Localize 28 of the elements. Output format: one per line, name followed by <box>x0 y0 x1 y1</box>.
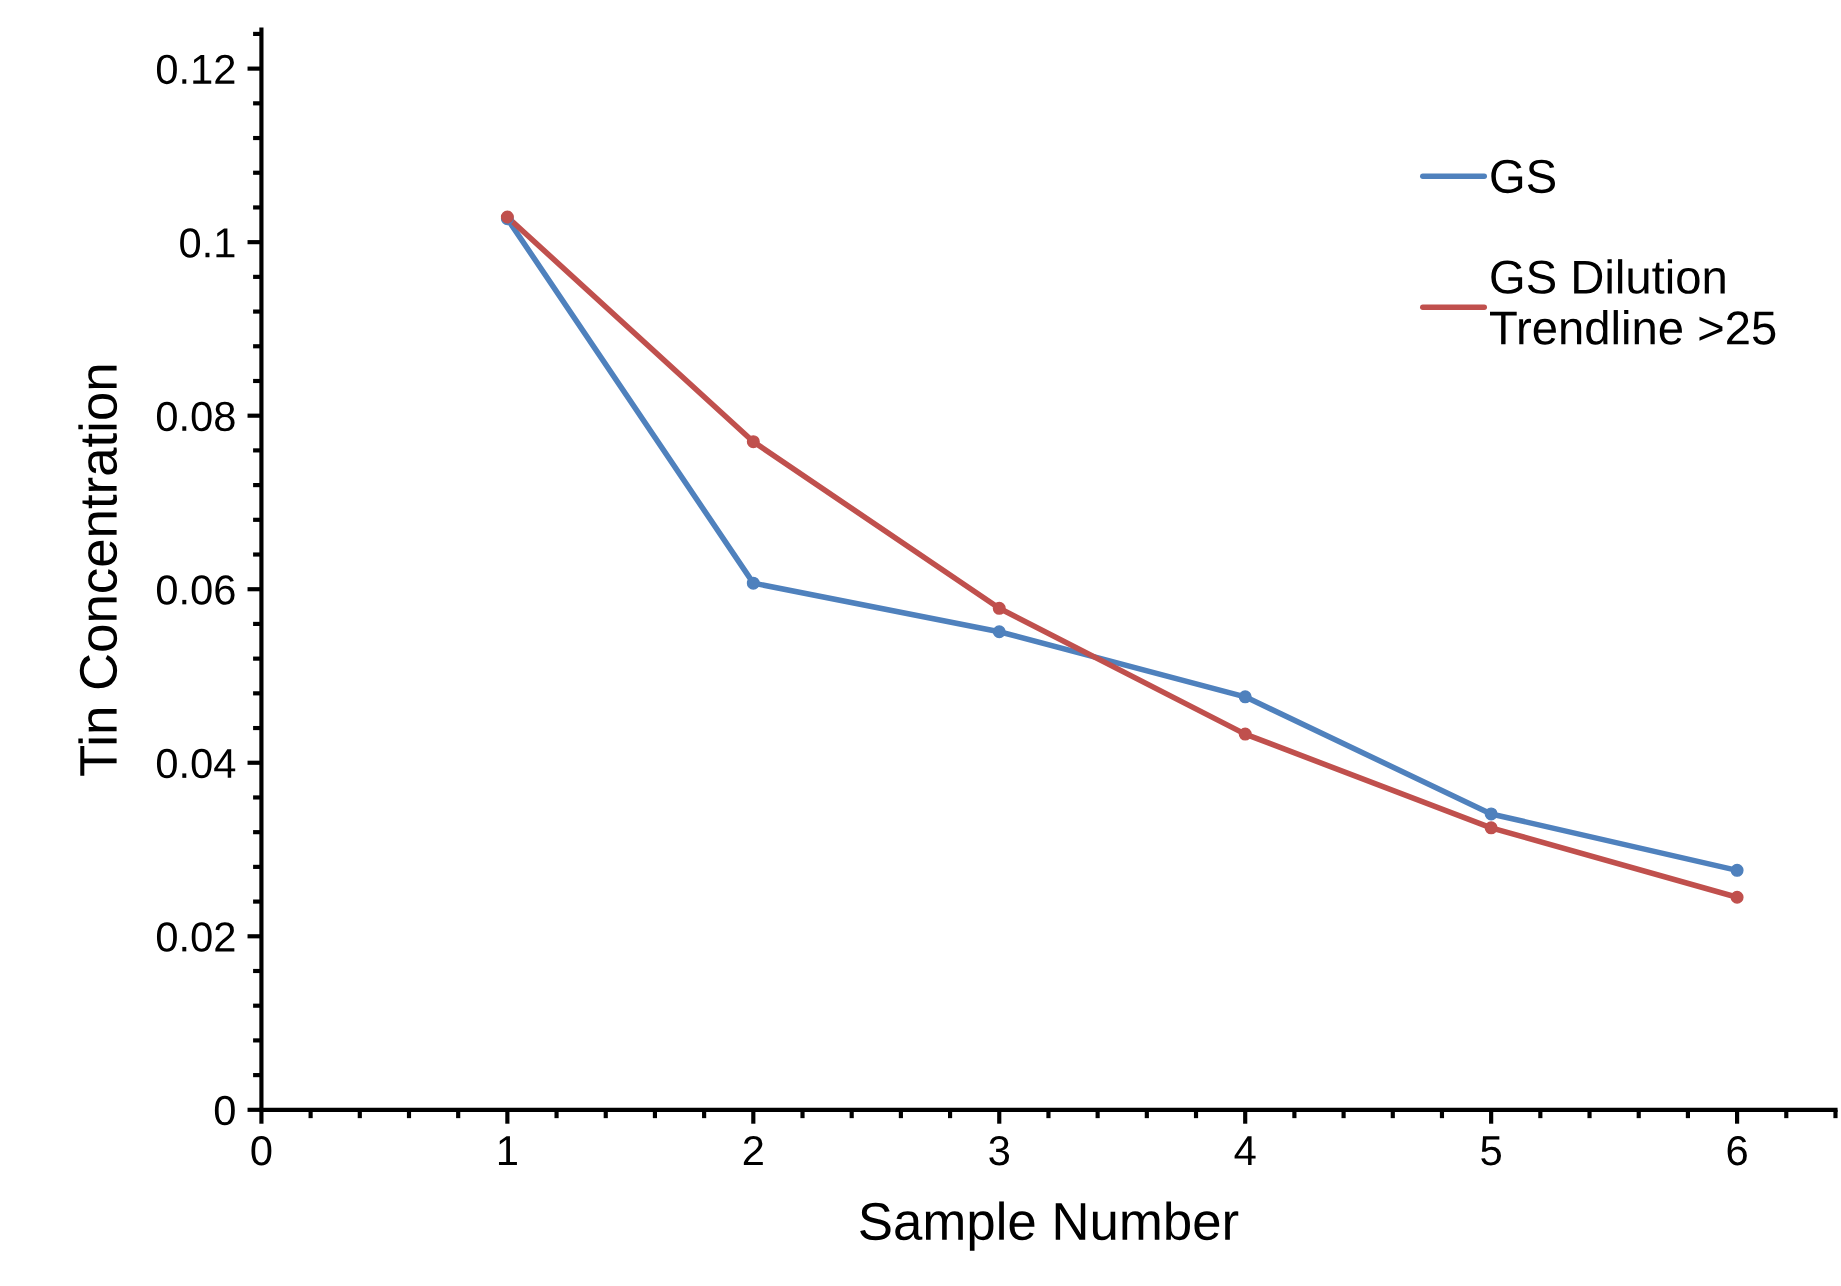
y-tick-label: 0.08 <box>156 401 235 432</box>
legend-label: GS <box>1491 159 1555 194</box>
x-tick-label: 1 <box>498 1136 517 1166</box>
point <box>746 576 760 590</box>
point <box>992 601 1006 615</box>
x-tick-label: 0 <box>251 1135 272 1166</box>
y-tick-label: 0.02 <box>156 922 235 952</box>
x-tick-label: 2 <box>743 1135 763 1166</box>
y-tick-label: 0.12 <box>156 54 235 85</box>
x-tick-label: 3 <box>989 1135 1010 1166</box>
point <box>1730 890 1744 904</box>
point <box>746 435 760 449</box>
y-tick-label: 0.1 <box>180 228 235 258</box>
x-tick-label: 6 <box>1727 1135 1747 1166</box>
x-tick-label: 4 <box>1234 1136 1256 1166</box>
x-axis-title: Sample Number <box>860 1201 1239 1251</box>
point <box>1238 690 1252 704</box>
x-tick-label: 5 <box>1481 1136 1501 1166</box>
y-tick-label: 0.04 <box>156 748 236 779</box>
y-tick-label: 0.06 <box>156 575 235 605</box>
point <box>1730 863 1744 877</box>
point <box>1484 821 1498 835</box>
point <box>1238 727 1252 741</box>
legend-label: GS Dilution Trendline >25 <box>1490 259 1776 345</box>
y-tick-label: 0 <box>214 1095 235 1126</box>
point <box>992 625 1006 639</box>
point <box>1484 807 1498 821</box>
y-axis-title: Tin Concentration <box>78 365 118 776</box>
